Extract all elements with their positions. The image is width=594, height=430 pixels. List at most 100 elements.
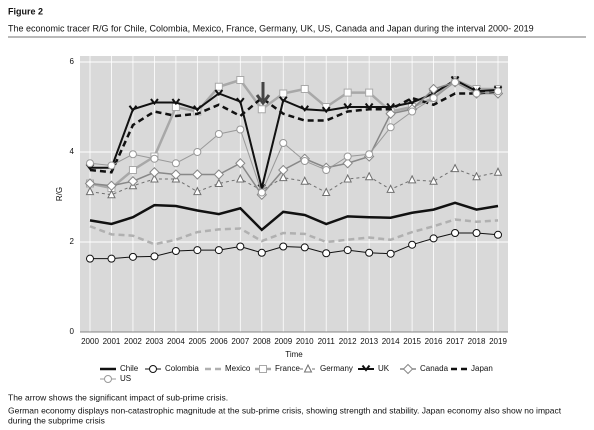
marker <box>214 130 223 138</box>
marker <box>128 150 137 159</box>
arrow <box>255 82 271 106</box>
marker <box>361 364 371 372</box>
marker <box>321 106 331 114</box>
x-tick-label: 2008 <box>253 337 271 346</box>
series-line <box>89 90 499 174</box>
marker <box>214 82 223 91</box>
y-axis-label: R/G <box>55 187 64 201</box>
y-tick-label: 4 <box>70 147 75 156</box>
marker <box>451 229 460 237</box>
series-line <box>90 78 499 189</box>
marker <box>259 365 267 373</box>
marker <box>257 188 266 197</box>
marker <box>279 139 288 147</box>
marker <box>493 167 503 176</box>
marker <box>128 105 138 112</box>
marker <box>343 246 352 255</box>
x-tick-label: 2013 <box>360 337 378 346</box>
x-tick-label: 2000 <box>81 337 99 346</box>
marker <box>236 125 245 134</box>
marker <box>494 230 502 239</box>
marker <box>107 254 116 263</box>
legend-label: Mexico <box>225 364 251 373</box>
marker <box>365 248 374 257</box>
marker <box>429 94 438 102</box>
marker <box>364 171 374 181</box>
marker <box>343 152 352 161</box>
marker <box>214 89 224 97</box>
marker <box>322 249 331 258</box>
marker <box>321 187 331 196</box>
marker <box>472 89 481 98</box>
marker <box>278 164 289 176</box>
series-line <box>89 168 499 196</box>
x-tick-label: 2012 <box>339 337 357 346</box>
marker <box>343 173 352 183</box>
marker <box>128 166 137 174</box>
x-tick-label: 2009 <box>274 337 292 346</box>
marker <box>104 375 112 383</box>
marker <box>278 96 288 103</box>
marker <box>386 249 395 258</box>
marker <box>236 173 245 183</box>
note: German economy displays non-catastrophic… <box>8 405 562 415</box>
marker <box>365 150 374 159</box>
x-tick-label: 2011 <box>318 337 336 346</box>
x-tick-label: 2016 <box>425 337 443 346</box>
marker <box>429 234 438 243</box>
note: The arrow shows the significant impact o… <box>8 392 228 402</box>
marker <box>213 169 225 180</box>
marker <box>386 123 395 132</box>
marker <box>236 76 245 84</box>
x-tick-label: 2003 <box>146 337 164 346</box>
marker <box>279 89 288 98</box>
marker <box>107 189 116 199</box>
marker <box>236 97 245 105</box>
marker <box>127 176 139 187</box>
x-tick-label: 2006 <box>210 337 228 346</box>
marker <box>300 176 310 185</box>
marker <box>451 78 460 87</box>
marker <box>171 98 181 106</box>
marker <box>150 252 159 261</box>
legend-label: Germany <box>320 364 353 373</box>
marker <box>408 107 417 116</box>
legend-label: Japan <box>471 364 493 373</box>
chart-title: The economic tracer R/G for Chile, Colom… <box>8 23 534 33</box>
marker <box>149 167 160 178</box>
marker <box>402 363 414 375</box>
note: during the subprime crisis <box>8 415 105 425</box>
marker <box>300 105 310 112</box>
marker <box>193 148 202 156</box>
marker <box>107 161 116 170</box>
x-tick-label: 2017 <box>446 337 464 346</box>
x-tick-label: 2010 <box>296 337 314 346</box>
marker <box>365 88 374 97</box>
figure-label: Figure 2 <box>8 6 43 16</box>
marker <box>150 173 159 183</box>
marker <box>300 85 309 93</box>
x-tick-label: 2007 <box>231 337 249 346</box>
x-axis-label: Time <box>285 350 303 359</box>
legend-label: Canada <box>420 364 449 373</box>
legend-label: US <box>120 374 131 383</box>
marker <box>322 166 331 174</box>
marker <box>84 178 96 189</box>
marker <box>278 172 288 182</box>
marker <box>214 246 223 255</box>
marker <box>279 242 288 251</box>
marker <box>236 242 245 251</box>
marker <box>193 186 202 196</box>
marker <box>428 83 439 95</box>
series-line <box>89 201 499 232</box>
marker <box>214 178 224 187</box>
marker <box>300 157 309 165</box>
marker <box>86 159 94 168</box>
x-tick-label: 2004 <box>167 337 185 346</box>
marker <box>106 180 117 191</box>
marker <box>385 108 396 119</box>
marker <box>472 229 481 237</box>
marker <box>193 105 202 112</box>
marker <box>407 174 417 184</box>
